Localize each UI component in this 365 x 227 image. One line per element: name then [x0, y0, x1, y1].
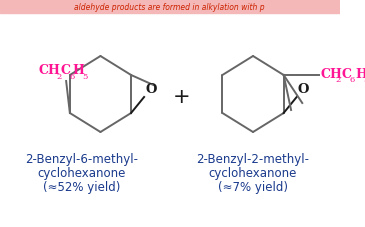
Text: +: +	[173, 87, 190, 106]
Text: H: H	[355, 68, 365, 81]
Text: C: C	[341, 68, 351, 81]
Text: 6: 6	[69, 73, 74, 81]
Text: (≈7% yield): (≈7% yield)	[218, 181, 288, 194]
Text: cyclohexanone: cyclohexanone	[38, 167, 126, 180]
Text: cyclohexanone: cyclohexanone	[209, 167, 297, 180]
Text: O: O	[145, 83, 157, 96]
Text: 2: 2	[56, 73, 61, 81]
Text: CH: CH	[321, 68, 343, 81]
Text: 5: 5	[364, 76, 365, 84]
Text: C: C	[60, 64, 70, 77]
Text: 6: 6	[350, 76, 355, 84]
Text: O: O	[297, 83, 309, 96]
Text: 2: 2	[336, 76, 341, 84]
Text: H: H	[72, 64, 84, 77]
Text: (≈52% yield): (≈52% yield)	[43, 181, 120, 194]
Bar	[0, 0, 339, 14]
Text: CH: CH	[38, 64, 60, 77]
Text: 2-Benzyl-2-methyl-: 2-Benzyl-2-methyl-	[196, 153, 310, 166]
Text: aldehyde products are formed in alkylation with p: aldehyde products are formed in alkylati…	[74, 2, 265, 11]
Text: 2-Benzyl-6-methyl-: 2-Benzyl-6-methyl-	[25, 153, 138, 166]
Text: 5: 5	[82, 73, 88, 81]
